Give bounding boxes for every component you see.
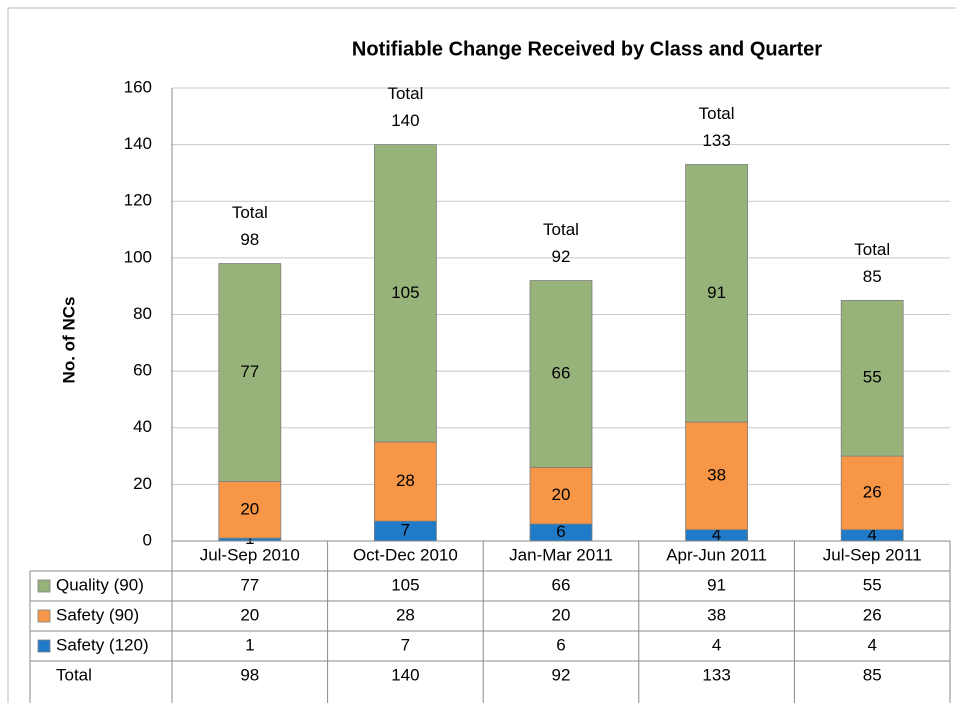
table-cell: 85 (863, 665, 882, 684)
bar-segment (685, 421, 748, 531)
table-cell: 4 (867, 635, 876, 654)
table-row-label: Total (56, 665, 92, 684)
y-tick-label: 160 (124, 77, 152, 96)
table-cell: 6 (556, 635, 565, 654)
x-tick-label: Jan-Mar 2011 (509, 545, 613, 564)
table-cell: 20 (240, 605, 259, 624)
bar-segment (685, 164, 748, 423)
legend-swatch (37, 609, 51, 623)
y-axis-title: No. of NCs (59, 297, 78, 384)
table-cell: 26 (863, 605, 882, 624)
data-label: 28 (396, 471, 415, 490)
y-tick-label: 80 (133, 304, 152, 323)
bar-segment (373, 144, 437, 443)
x-tick-label: Jul-Sep 2011 (823, 545, 922, 564)
table-cell: 91 (707, 575, 726, 594)
data-label: 4 (867, 525, 876, 544)
y-tick-label: 0 (143, 530, 152, 549)
total-label: 140 (391, 111, 419, 130)
legend-label: Quality (90) (56, 575, 144, 594)
table-cell: 20 (552, 605, 571, 624)
legend-label: Safety (90) (56, 605, 139, 624)
bar-segment (840, 299, 904, 457)
chart-border (7, 7, 956, 703)
x-tick-label: Oct-Dec 2010 (353, 545, 458, 564)
total-label: 98 (240, 230, 259, 249)
table-cell: 66 (552, 575, 571, 594)
bar-segment (218, 263, 282, 482)
table-cell: 38 (707, 605, 726, 624)
legend-swatch (37, 639, 51, 653)
table-cell: 140 (391, 665, 419, 684)
data-label: 77 (240, 362, 259, 381)
total-label-name: Total (232, 203, 268, 222)
table-cell: 1 (245, 635, 254, 654)
total-label: 85 (863, 267, 882, 286)
total-label-name: Total (854, 240, 890, 259)
total-label-name: Total (699, 104, 735, 123)
total-label: 92 (552, 247, 571, 266)
data-label: 6 (556, 522, 565, 541)
legend-swatch (37, 579, 51, 593)
table-cell: 4 (712, 635, 721, 654)
data-label: 20 (240, 499, 259, 518)
bar-segment (840, 455, 904, 531)
legend-label: Safety (120) (56, 635, 149, 654)
table-cell: 77 (240, 575, 259, 594)
data-label: 20 (552, 485, 571, 504)
total-label: 133 (702, 131, 730, 150)
data-label: 7 (401, 521, 410, 540)
data-label: 55 (863, 368, 882, 387)
y-tick-label: 60 (133, 361, 152, 380)
data-label: 4 (712, 525, 721, 544)
data-label: 66 (552, 363, 571, 382)
data-label: 38 (707, 465, 726, 484)
table-cell: 55 (863, 575, 882, 594)
total-label-name: Total (543, 220, 579, 239)
data-label: 26 (863, 482, 882, 501)
x-tick-label: Apr-Jun 2011 (666, 545, 767, 564)
y-tick-label: 120 (124, 191, 152, 210)
table-cell: 98 (240, 665, 259, 684)
y-tick-label: 40 (133, 417, 152, 436)
table-cell: 92 (552, 665, 571, 684)
bar-segment (529, 280, 593, 468)
bar-segment (218, 481, 282, 539)
bar-segment (529, 466, 593, 525)
y-tick-label: 100 (124, 247, 152, 266)
table-cell: 28 (396, 605, 415, 624)
data-label: 105 (391, 283, 419, 302)
bar-segment (373, 441, 437, 522)
data-label: 91 (707, 283, 726, 302)
y-tick-label: 20 (133, 474, 152, 493)
x-tick-label: Jul-Sep 2010 (200, 545, 300, 564)
table-cell: 7 (401, 635, 410, 654)
total-label-name: Total (387, 84, 423, 103)
table-cell: 133 (702, 665, 730, 684)
table-cell: 105 (391, 575, 419, 594)
chart-title: Notifiable Change Received by Class and … (352, 38, 822, 60)
y-tick-label: 140 (124, 134, 152, 153)
